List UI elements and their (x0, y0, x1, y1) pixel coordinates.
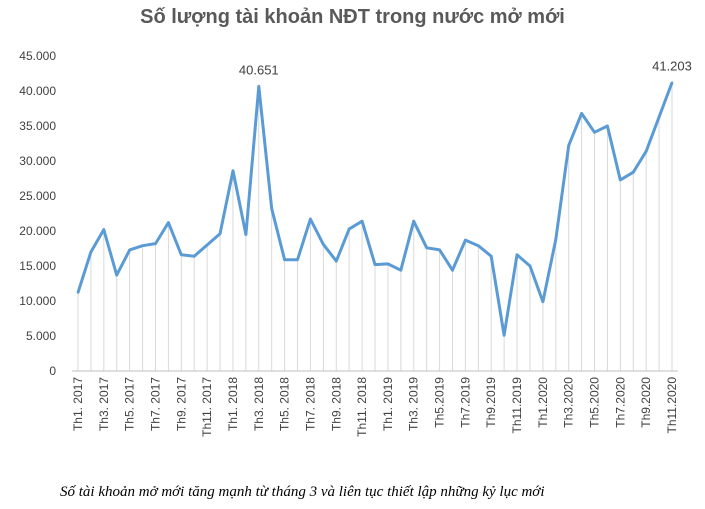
data-point (89, 250, 93, 254)
chart-caption: Số tài khoản mở mới tăng mạnh từ tháng 3… (60, 484, 545, 500)
x-tick-label: Th11. 2017 (200, 377, 214, 437)
data-point (580, 112, 583, 115)
y-tick-label: 30.000 (19, 154, 56, 168)
data-label: 41.203 (652, 59, 692, 74)
data-point (554, 238, 557, 241)
data-point (270, 207, 273, 210)
data-point (154, 242, 157, 245)
data-point (180, 253, 183, 256)
data-point (231, 169, 235, 172)
x-tick-label: Th5. 2018 (278, 377, 292, 431)
data-point (502, 334, 506, 337)
data-point (567, 144, 570, 147)
data-point (412, 220, 415, 223)
data-point (128, 248, 131, 252)
data-point (257, 85, 260, 88)
x-tick-label: Th5. 2017 (123, 377, 137, 431)
data-point (619, 178, 622, 182)
y-tick-label: 5.000 (26, 329, 56, 343)
x-tick-label: Th11.2020 (665, 377, 679, 434)
y-tick-label: 35.000 (19, 119, 56, 133)
data-point (167, 221, 170, 224)
data-point (515, 253, 519, 256)
x-tick-label: Th9. 2018 (329, 377, 343, 431)
y-tick-label: 45.000 (19, 49, 56, 63)
x-tick-label: Th3. 2018 (252, 377, 266, 431)
data-point (606, 124, 609, 128)
x-tick-label: Th9. 2017 (174, 377, 188, 431)
x-tick-label: Th1. 2019 (381, 377, 395, 431)
data-point (438, 248, 441, 252)
data-point (632, 171, 635, 174)
x-tick-label: Th5.2019 (433, 377, 447, 428)
x-tick-label: Th3. 2019 (407, 377, 421, 431)
y-tick-label: 40.000 (19, 84, 56, 98)
data-point (322, 243, 325, 246)
data-point (309, 217, 312, 221)
data-point (347, 227, 351, 231)
data-point (296, 258, 299, 261)
x-tick-label: Th7. 2018 (303, 377, 317, 431)
data-point (76, 291, 80, 294)
data-point (373, 263, 377, 266)
data-point (451, 269, 454, 272)
data-point (283, 258, 286, 261)
data-point (115, 273, 118, 277)
data-point (218, 232, 222, 235)
x-tick-label: Th1. 2017 (71, 377, 85, 431)
data-point (141, 244, 144, 247)
data-point (464, 238, 467, 242)
data-label: 40.651 (239, 62, 279, 77)
x-tick-label: Th3.2020 (562, 377, 576, 428)
y-tick-label: 10.000 (19, 294, 56, 308)
x-tick-label: Th7. 2017 (148, 377, 162, 431)
data-point (244, 233, 248, 236)
data-point (644, 150, 648, 153)
y-tick-label: 0 (49, 364, 56, 378)
y-tick-label: 20.000 (19, 224, 56, 238)
x-tick-label: Th11. 2018 (355, 377, 369, 437)
data-point (335, 259, 338, 263)
data-point (670, 81, 674, 84)
x-tick-label: Th1.2020 (536, 377, 550, 428)
data-point (425, 246, 428, 249)
chart-title: Số lượng tài khoản NĐT trong nước mở mới (140, 6, 565, 28)
x-tick-label: Th3. 2017 (97, 377, 111, 431)
line-chart: 0 5.000 10.000 15.000 20.000 25.000 30.000 35.0… (19, 49, 692, 437)
data-point (205, 243, 209, 247)
data-point (528, 264, 532, 268)
y-tick-label: 25.000 (19, 189, 56, 203)
data-point (193, 255, 196, 258)
x-tick-label: Th9.2019 (484, 377, 498, 428)
data-point (490, 255, 493, 258)
x-tick-label: Th5.2020 (588, 377, 602, 428)
data-point (399, 269, 403, 272)
data-point (386, 262, 390, 266)
data-point (657, 115, 661, 119)
x-tick-label: Th1. 2018 (226, 377, 240, 431)
x-tick-label: Th11.2019 (510, 377, 524, 434)
x-tick-label: Th7.2020 (613, 377, 627, 428)
data-point (360, 220, 364, 223)
data-point (541, 300, 545, 303)
data-point (477, 244, 480, 247)
data-point (593, 131, 596, 134)
x-tick-label: Th7.2019 (458, 377, 472, 428)
data-point (102, 228, 106, 231)
y-tick-label: 15.000 (19, 259, 56, 273)
x-tick-label: Th9.2020 (639, 377, 653, 428)
